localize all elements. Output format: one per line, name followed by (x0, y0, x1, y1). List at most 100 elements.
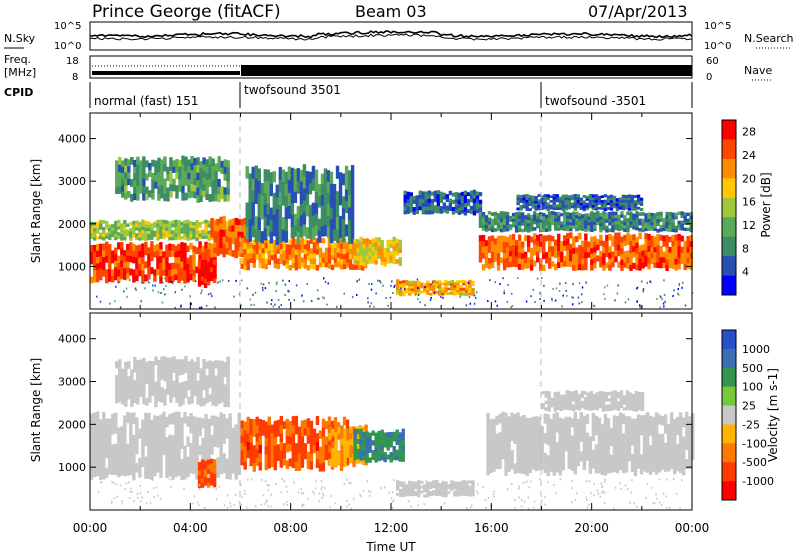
velocity-cell-1 (121, 382, 125, 391)
power-cell-2 (205, 186, 209, 194)
power-cell-1 (90, 230, 94, 234)
power-cell-5 (345, 247, 350, 253)
velocity-cell-3 (282, 450, 287, 459)
velocity-cell-2 (209, 471, 214, 477)
velocity-cell-7 (534, 434, 538, 444)
power-cell-11 (545, 221, 549, 226)
power-cell-8 (408, 292, 412, 296)
velocity-cell-7 (561, 444, 565, 454)
power-cell-6 (266, 191, 270, 204)
velocity-cell-7 (678, 462, 683, 474)
velocity-cell-1 (136, 374, 140, 383)
velocity-cell-1 (151, 381, 155, 389)
velocity-cell-7 (597, 426, 602, 437)
power-cell-6 (347, 182, 352, 196)
velocity-cell-3 (258, 419, 262, 428)
velocity-cell-7 (492, 436, 496, 446)
velocity-cell-4 (352, 459, 356, 468)
power-cell-12 (546, 208, 550, 212)
power-cell-10 (680, 252, 684, 259)
power-cell-11 (635, 226, 639, 231)
velocity-cell-1 (124, 384, 128, 392)
power-cell-0 (162, 257, 166, 264)
velocity-cell-7 (609, 454, 614, 464)
power-cell-2 (223, 194, 227, 202)
velocity-scatter-dot (254, 505, 257, 508)
velocity-cell-6 (453, 483, 457, 487)
power-cell-3 (209, 262, 214, 268)
power-cell-7 (374, 237, 378, 242)
power-cell-1 (99, 226, 103, 230)
power-cell-11 (493, 211, 498, 216)
power-cell-2 (136, 171, 140, 179)
velocity-cell-7 (651, 453, 656, 463)
power-cell-8 (429, 288, 433, 291)
power-cell-6 (263, 204, 267, 217)
power-cell-0 (126, 272, 130, 280)
velocity-cell-7 (510, 421, 514, 432)
power-cell-10 (566, 255, 570, 262)
velocity-cell-7 (691, 440, 695, 451)
velocity-cell-0 (138, 428, 142, 439)
velocity-cell-0 (132, 446, 136, 458)
power-cell-0 (138, 244, 142, 252)
power-cell-0 (138, 269, 142, 277)
velocity-cell-8 (547, 391, 551, 395)
velocity-cell-3 (246, 449, 250, 459)
power-cell-5 (288, 239, 293, 245)
velocity-cell-7 (519, 444, 523, 455)
power-cell-2 (142, 192, 146, 201)
velocity-cell-1 (157, 366, 161, 375)
power-cell-5 (324, 262, 329, 268)
power-cell-12 (615, 205, 620, 209)
power-cell-10 (626, 256, 630, 263)
power-cell-12 (561, 197, 565, 201)
power-cell-10 (535, 256, 540, 263)
power-cell-2 (157, 171, 161, 180)
power-cell-9 (451, 192, 456, 197)
power-scatter-dot (272, 305, 274, 308)
velocity-cell-1 (145, 376, 149, 384)
power-cell-7 (398, 261, 402, 267)
power-cell-10 (614, 238, 618, 245)
power-scatter-dot (684, 304, 687, 307)
velocity-cell-5 (374, 437, 378, 443)
power-colorbar-swatch (722, 158, 736, 179)
power-cell-6 (248, 173, 252, 186)
power-scatter-dot (268, 282, 270, 285)
power-cell-7 (365, 242, 369, 248)
power-cell-9 (463, 202, 468, 208)
velocity-cell-6 (456, 484, 460, 488)
power-cell-0 (108, 262, 112, 270)
velocity-scatter-dot (113, 497, 116, 500)
velocity-cell-1 (172, 356, 176, 365)
power-cell-4 (228, 225, 232, 232)
power-scatter-dot (368, 283, 370, 286)
power-cell-12 (579, 202, 584, 206)
power-cell-11 (493, 215, 498, 219)
power-cell-5 (267, 254, 271, 261)
power-cell-2 (127, 191, 131, 198)
velocity-cell-7 (687, 459, 692, 470)
power-scatter-dot (642, 288, 645, 291)
velocity-cell-4 (349, 438, 353, 446)
velocity-cell-1 (217, 360, 221, 369)
velocity-cell-1 (169, 379, 173, 388)
power-cell-5 (246, 243, 250, 249)
power-cell-12 (624, 202, 629, 205)
velocity-scatter-dot (139, 484, 142, 487)
power-cell-4 (240, 225, 244, 232)
velocity-cell-1 (169, 372, 173, 381)
velocity-cell-7 (691, 422, 695, 433)
power-cell-1 (177, 226, 181, 231)
power-cell-12 (606, 207, 611, 210)
velocity-cell-7 (648, 464, 653, 475)
power-cell-8 (468, 279, 472, 283)
velocity-scatter-dot (302, 503, 305, 506)
power-cell-8 (423, 283, 427, 286)
velocity-cell-7 (663, 414, 668, 425)
power-cell-5 (267, 244, 271, 251)
velocity-cell-8 (583, 400, 588, 404)
velocity-cell-0 (174, 455, 178, 467)
velocity-cell-0 (219, 453, 223, 465)
